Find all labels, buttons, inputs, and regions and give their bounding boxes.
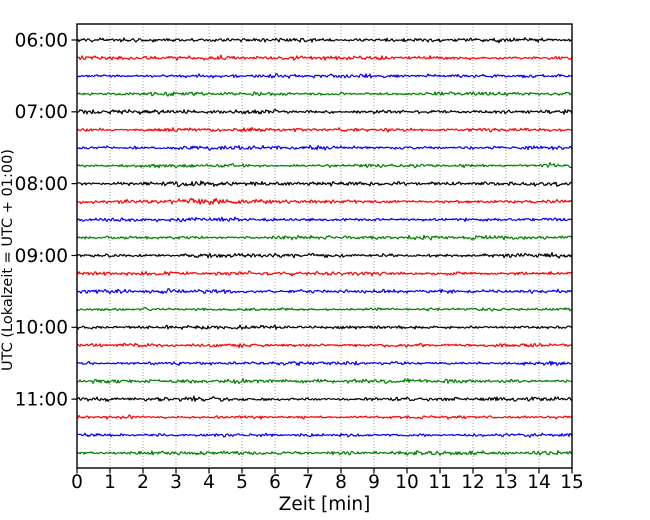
y-tick-label: 09:00 <box>15 246 68 267</box>
x-axis: 0 1 2 3 4 5 6 7 8 9 10 11 12 13 14 15 <box>71 468 584 493</box>
seismic-trace-row-12 <box>76 251 573 259</box>
x-tick-label: 1 <box>104 472 116 493</box>
seismic-trace-row-17 <box>76 342 573 349</box>
x-tick-label: 9 <box>368 472 380 493</box>
y-tick-label: 10:00 <box>15 318 68 339</box>
seismic-trace-row-3 <box>76 91 573 97</box>
x-tick-label: 13 <box>494 472 518 493</box>
plot-border <box>76 23 573 469</box>
x-tick-label: 7 <box>302 472 314 493</box>
seismic-trace-row-20 <box>76 395 573 403</box>
seismic-trace-row-5 <box>76 126 573 133</box>
seismic-trace-row-4 <box>76 108 573 115</box>
gridlines <box>109 24 540 468</box>
seismic-trace-row-6 <box>76 144 573 151</box>
seismic-trace-row-22 <box>76 432 573 438</box>
y-tick-label: 07:00 <box>15 102 68 123</box>
trace-group <box>76 37 573 456</box>
x-tick-label: 6 <box>269 472 281 493</box>
seismic-trace-row-7 <box>76 162 573 169</box>
seismic-trace-row-1 <box>76 54 573 61</box>
x-tick-label: 2 <box>137 472 149 493</box>
x-tick-label: 14 <box>527 472 551 493</box>
seismic-trace-row-10 <box>76 216 573 223</box>
x-tick-label: 11 <box>428 472 452 493</box>
x-tick-label: 0 <box>71 472 83 493</box>
x-tick-label: 8 <box>335 472 347 493</box>
seismic-trace-row-11 <box>76 234 573 241</box>
seismic-trace-row-19 <box>76 378 573 385</box>
seismic-trace-row-21 <box>76 414 573 420</box>
seismic-trace-row-18 <box>76 360 573 367</box>
seismic-trace-row-0 <box>76 37 573 44</box>
x-tick-label: 5 <box>236 472 248 493</box>
seismic-trace-row-2 <box>76 73 573 79</box>
x-axis-title: Zeit [min] <box>279 494 371 515</box>
y-axis: 06:00 07:00 08:00 09:00 10:00 11:00 <box>15 30 77 410</box>
y-tick-label: 08:00 <box>15 174 68 195</box>
y-tick-label: 06:00 <box>15 30 68 51</box>
seismic-trace-row-23 <box>76 449 573 456</box>
x-tick-label: 12 <box>461 472 485 493</box>
seismic-trace-row-14 <box>76 288 573 295</box>
x-tick-label: 15 <box>560 472 584 493</box>
y-axis-title: UTC (Lokalzeit = UTC + 01:00) <box>0 149 16 371</box>
x-tick-label: 3 <box>170 472 182 493</box>
seismic-trace-row-9 <box>76 197 573 206</box>
x-tick-label: 10 <box>395 472 419 493</box>
x-tick-label: 4 <box>203 472 215 493</box>
seismic-trace-row-8 <box>76 180 573 188</box>
seismic-trace-row-16 <box>76 324 573 330</box>
seismic-trace-row-15 <box>76 307 573 312</box>
y-tick-label: 11:00 <box>15 389 68 410</box>
seismic-trace-row-13 <box>76 270 573 277</box>
